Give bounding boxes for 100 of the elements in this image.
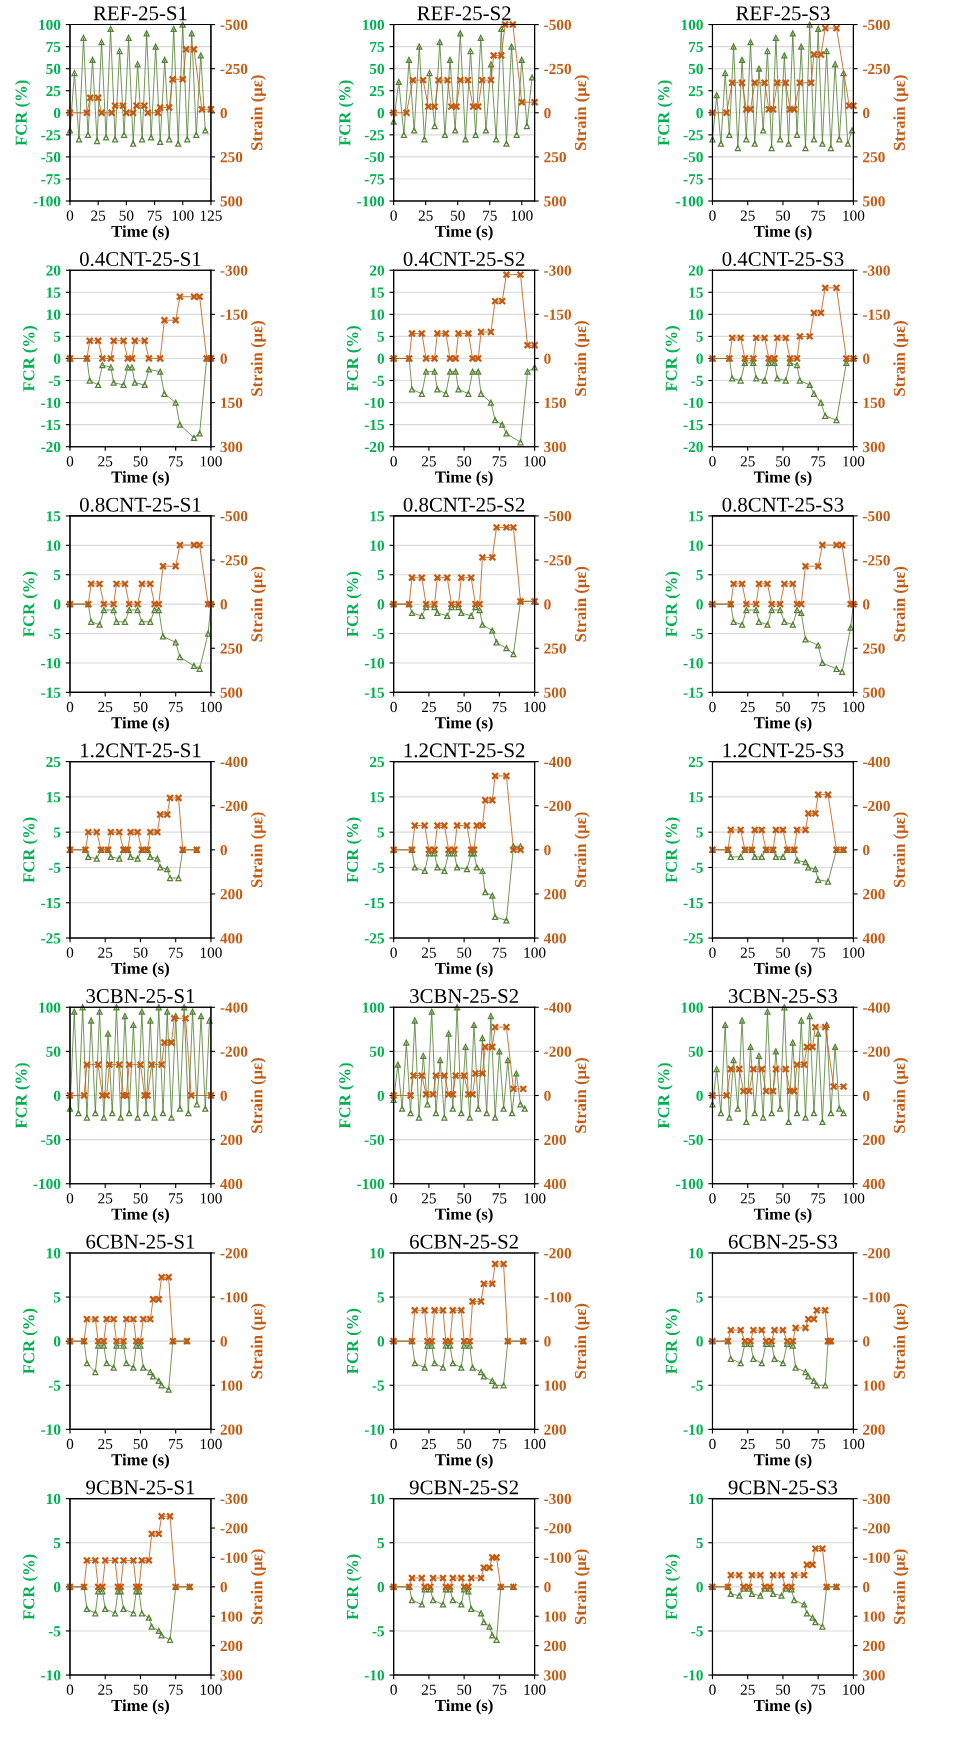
x-tick-label: 0: [390, 456, 397, 467]
y2-tick-label: -200: [863, 1248, 890, 1259]
y2-tick-label: 0: [863, 107, 870, 119]
y-tick-label: 10: [370, 540, 385, 551]
y2-tick-label: 200: [220, 1640, 243, 1652]
chart-title: REF-25-S2: [417, 6, 511, 21]
y2-tick-label: 200: [544, 1134, 566, 1146]
x-tick-label: 0: [390, 947, 397, 958]
y-tick-label: -15: [364, 687, 385, 698]
y-tick-label: -20: [683, 441, 703, 453]
y2-tick-label: -250: [544, 555, 572, 566]
y2-tick-label: 100: [863, 1380, 885, 1391]
y-tick-label: 5: [53, 1292, 61, 1303]
y2-tick-label: -100: [544, 1552, 572, 1563]
x-tick-label: 75: [811, 1439, 826, 1450]
y2-tick-label: 200: [863, 889, 885, 900]
y-tick-label: 0: [53, 1581, 61, 1593]
y-tick-label: 0: [53, 1336, 61, 1347]
x-tick-label: 100: [200, 701, 222, 713]
x-tick-label: 25: [421, 947, 436, 958]
y2-tick-label: -300: [220, 1493, 248, 1505]
y-tick-label: 20: [46, 265, 61, 276]
y-axis-title: FCR (%): [346, 817, 362, 883]
chart-title: 9CBN-25-S3: [728, 1480, 838, 1495]
y2-tick-label: -400: [220, 1002, 248, 1013]
y-tick-label: 15: [370, 511, 385, 522]
x-axis-title: Time (s): [753, 716, 812, 732]
x-tick-label: 75: [811, 456, 826, 467]
y2-axis-title: Strain (με): [574, 1549, 590, 1625]
y-tick-label: -10: [683, 1424, 703, 1435]
x-tick-label: 75: [492, 1193, 507, 1204]
y-tick-label: 50: [369, 63, 385, 75]
x-axis-title: Time (s): [753, 225, 812, 241]
y2-axis-title: Strain (με): [250, 321, 266, 396]
y2-tick-label: -250: [863, 555, 890, 566]
y2-axis-title: Strain (με): [574, 321, 590, 396]
y2-tick-label: 0: [863, 844, 870, 856]
y-axis-title: FCR (%): [657, 80, 673, 146]
y-tick-label: 15: [689, 287, 703, 298]
y-tick-label: 0: [377, 599, 385, 610]
y-tick-label: 10: [46, 309, 61, 320]
y2-tick-label: -200: [220, 800, 248, 812]
y-tick-label: 0: [696, 1090, 703, 1101]
x-tick-label: 75: [492, 1439, 507, 1450]
x-tick-label: 75: [483, 210, 497, 221]
y-tick-label: 5: [377, 570, 385, 581]
y2-tick-label: -100: [544, 1292, 572, 1303]
y2-axis-title: Strain (με): [893, 1549, 909, 1625]
y2-tick-label: 400: [543, 933, 566, 944]
y2-tick-label: -150: [863, 309, 890, 320]
x-tick-label: 100: [524, 947, 546, 958]
y-tick-label: 50: [688, 63, 703, 75]
y-tick-label: -5: [48, 375, 61, 386]
y2-tick-label: -500: [544, 511, 572, 522]
y-tick-label: -5: [372, 862, 385, 873]
y2-tick-label: 500: [544, 196, 566, 207]
y-axis-title: FCR (%): [346, 326, 362, 392]
y2-tick-label: 250: [220, 152, 243, 163]
y2-axis-title: Strain (με): [574, 1058, 590, 1133]
y-tick-label: -10: [683, 658, 703, 669]
x-axis-title: Time (s): [753, 962, 812, 978]
y-tick-label: -10: [364, 397, 385, 409]
y2-tick-label: 300: [544, 1670, 566, 1681]
x-tick-label: 0: [709, 947, 716, 958]
y2-tick-label: -200: [544, 1046, 572, 1057]
x-tick-label: 75: [811, 1193, 826, 1204]
y2-tick-label: 300: [220, 441, 243, 453]
y-axis-title: FCR (%): [15, 80, 31, 146]
x-tick-label: 0: [709, 1438, 716, 1450]
y2-tick-label: 100: [544, 1611, 566, 1622]
y-tick-label: 15: [689, 511, 703, 522]
x-tick-label: 50: [133, 1438, 148, 1450]
y-tick-label: 100: [681, 1002, 703, 1013]
x-tick-label: 25: [421, 1684, 436, 1695]
x-tick-label: 25: [98, 1193, 113, 1204]
y-tick-label: 25: [46, 756, 61, 768]
y2-tick-label: 0: [220, 353, 228, 364]
x-tick-label: 50: [776, 1438, 790, 1450]
y-tick-label: 15: [689, 792, 703, 803]
x-tick-label: 25: [740, 1438, 755, 1450]
y2-tick-label: -250: [220, 63, 248, 75]
x-tick-label: 25: [421, 456, 436, 467]
chart-title: 1.2CNT-25-S2: [404, 743, 525, 758]
y2-tick-label: -200: [220, 1523, 248, 1534]
x-tick-label: 75: [811, 701, 826, 713]
y-tick-label: 10: [46, 1493, 61, 1505]
y-tick-label: 25: [370, 85, 385, 97]
x-tick-label: 50: [457, 1438, 472, 1450]
y2-axis-title: Strain (με): [574, 812, 590, 888]
y2-tick-label: 500: [863, 687, 885, 698]
x-tick-label: 100: [200, 947, 222, 958]
y2-tick-label: -100: [220, 1552, 248, 1563]
y2-tick-label: 200: [220, 1424, 243, 1435]
x-tick-label: 50: [133, 701, 148, 713]
x-tick-label: 0: [709, 456, 716, 467]
y-tick-label: -25: [683, 130, 703, 141]
x-tick-label: 75: [169, 1439, 183, 1450]
x-tick-label: 75: [492, 1684, 507, 1695]
chart-title: 0.4CNT-25-S3: [722, 251, 844, 267]
y-axis-title: FCR (%): [346, 1308, 362, 1374]
